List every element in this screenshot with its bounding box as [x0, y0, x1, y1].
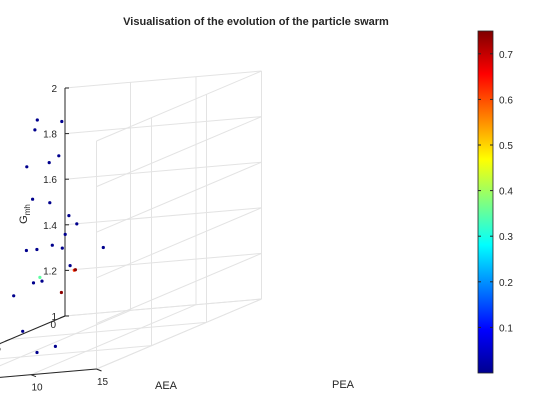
- back-wall-grid-line: [64, 252, 262, 271]
- back-wall-grid-line: [64, 161, 262, 180]
- colorbar-tick-label: 0.7: [499, 50, 513, 61]
- data-point: [35, 350, 39, 355]
- colorbar: [477, 30, 494, 374]
- y-tick-label: 15: [97, 377, 109, 388]
- data-point: [33, 128, 37, 132]
- colorbar-tick-label: 0.1: [499, 323, 513, 334]
- z-tick-label: 1.8: [43, 130, 57, 141]
- back-wall-grid-line: [64, 70, 262, 89]
- data-point: [59, 290, 64, 295]
- side-wall-grid-line: [96, 161, 262, 233]
- side-wall-grid-line: [96, 207, 262, 279]
- tick-labels: 0-5-10-1505101511.21.41.61.82: [0, 84, 109, 394]
- data-point: [47, 161, 51, 165]
- back-wall-grid-line: [64, 298, 262, 317]
- y-tick-mark: [96, 368, 102, 372]
- data-point: [35, 118, 39, 122]
- data-point: [60, 119, 64, 124]
- back-wall-grid-line: [64, 207, 262, 226]
- colorbar-tick-label: 0.3: [499, 232, 513, 243]
- colorbar-tick-label: 0.2: [499, 278, 513, 289]
- z-axis-label: Gmh: [18, 204, 32, 224]
- colorbar-tick-label: 0.5: [499, 141, 513, 152]
- x-axis-label: AEA: [155, 380, 178, 392]
- back-wall-grid-line: [64, 116, 262, 135]
- data-point: [68, 264, 72, 268]
- data-point: [60, 246, 64, 250]
- y-tick-label: 10: [31, 383, 43, 394]
- grid-lines: [0, 70, 262, 378]
- colorbar-ticks: 0.1 0.2 0.3 0.4 0.5 0.6 0.7: [478, 50, 513, 334]
- data-point: [48, 201, 52, 205]
- data-point: [57, 154, 61, 158]
- z-axis-label-main: G: [18, 215, 30, 224]
- data-point: [30, 197, 35, 201]
- y-tick-mark: [30, 374, 37, 378]
- floor-grid-line: [0, 309, 131, 367]
- floor-grid-line: [9, 321, 207, 340]
- side-wall-grid-line: [96, 298, 262, 370]
- y-axis-label: PEA: [332, 379, 355, 391]
- y-axis-line: [0, 368, 97, 378]
- data-point: [50, 243, 54, 247]
- axes-frame: [0, 87, 102, 378]
- data-point: [53, 344, 58, 348]
- z-tick-label: 2: [51, 84, 57, 95]
- z-tick-label: 1.4: [43, 221, 57, 232]
- side-wall-grid-line: [96, 70, 262, 142]
- x-tick-mark: [4, 338, 11, 342]
- data-point: [40, 279, 44, 283]
- data-point: [21, 329, 25, 333]
- side-wall-grid-line: [96, 116, 262, 188]
- data-point: [25, 165, 29, 169]
- data-point: [67, 214, 71, 218]
- x-tick-mark: [59, 315, 66, 319]
- data-points: [12, 118, 105, 355]
- data-point: [24, 248, 28, 253]
- z-tick-label: 1.2: [43, 266, 57, 277]
- z-axis-label-sub: mh: [23, 204, 32, 215]
- data-point: [63, 232, 67, 236]
- z-tick-label: 1.6: [43, 175, 57, 186]
- floor-grid-line: [0, 368, 97, 378]
- z-axis-label-group: Gmh: [18, 204, 32, 224]
- data-point: [73, 268, 77, 272]
- x-tick-label: -5: [0, 343, 1, 354]
- z-tick-label: 1: [51, 312, 57, 323]
- floor-grid-line: [0, 345, 152, 360]
- data-point: [75, 222, 79, 226]
- data-point: [12, 294, 16, 298]
- data-point: [31, 281, 36, 285]
- data-point: [35, 247, 39, 252]
- data-point: [38, 275, 42, 279]
- chart-title: Visualisation of the evolution of the pa…: [123, 16, 389, 28]
- data-point: [101, 245, 105, 250]
- x-axis-line: [0, 315, 66, 345]
- floor-grid-line: [30, 304, 197, 376]
- colorbar-tick-label: 0.6: [499, 95, 513, 106]
- x-tick-label: 0: [50, 320, 56, 331]
- side-wall-grid-line: [96, 252, 262, 324]
- colorbar-tick-label: 0.4: [499, 187, 513, 198]
